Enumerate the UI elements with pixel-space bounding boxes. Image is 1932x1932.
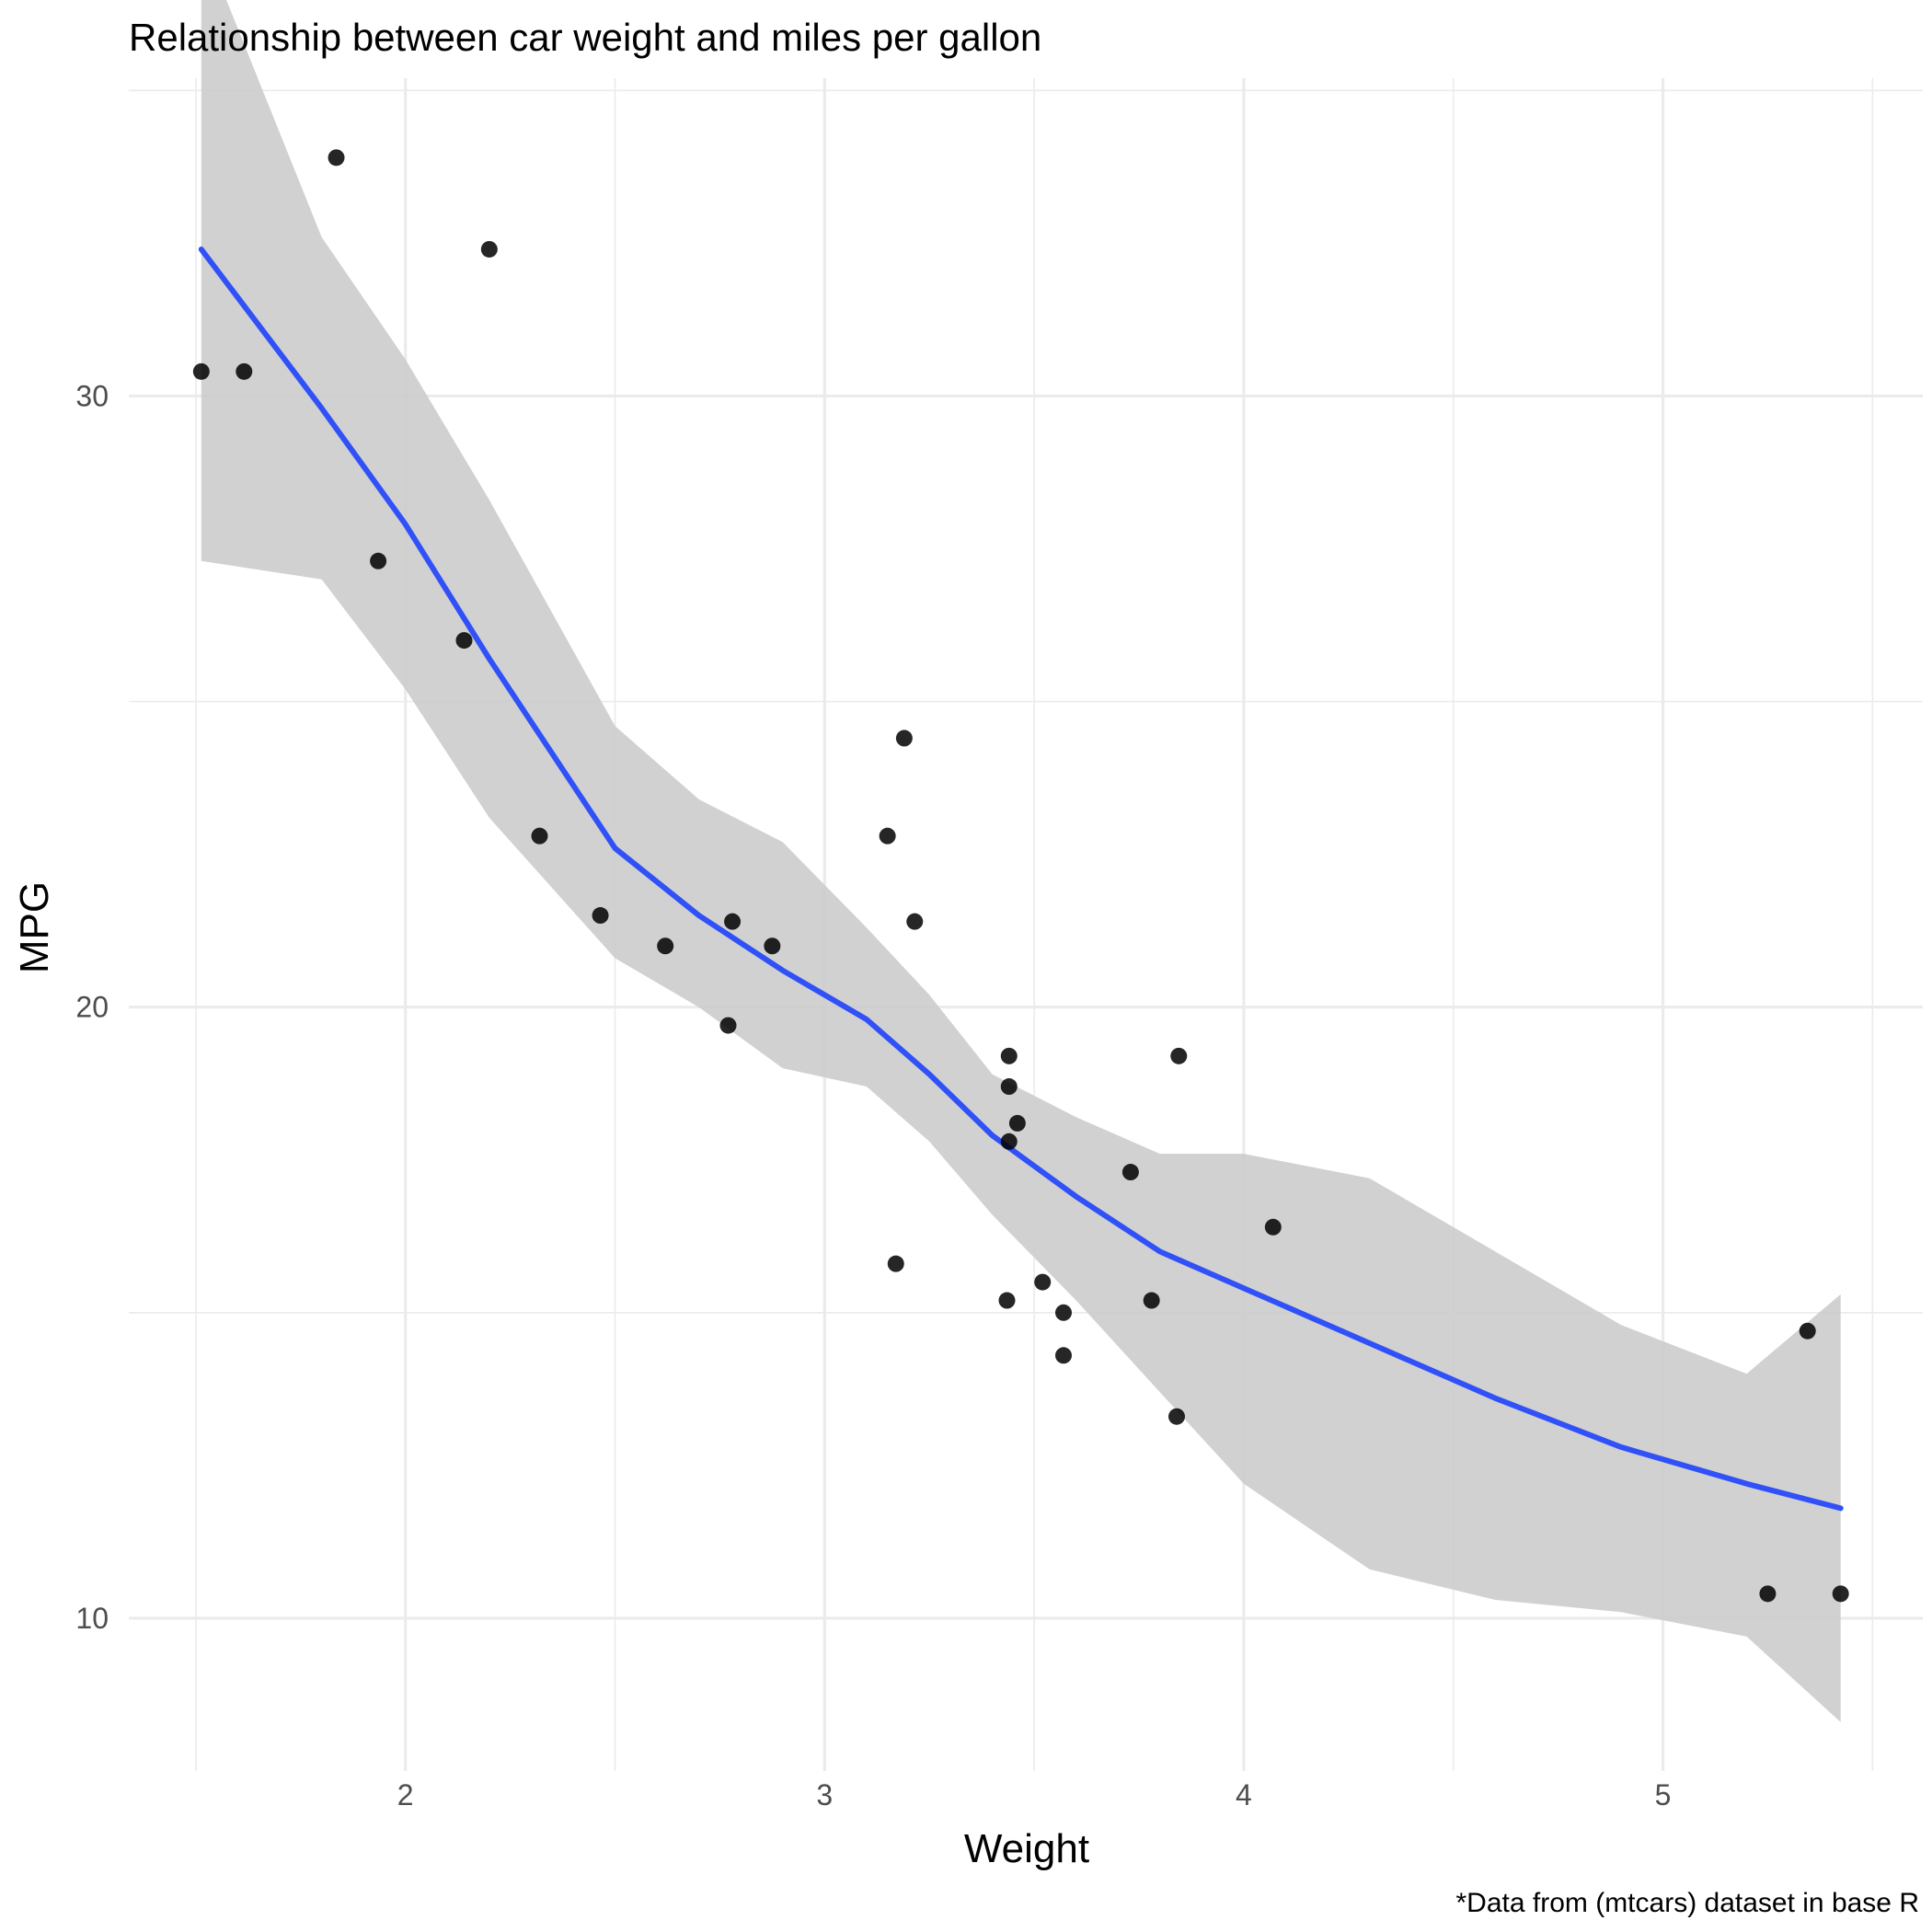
data-point bbox=[1170, 1047, 1188, 1064]
data-point bbox=[1000, 1047, 1018, 1064]
data-point bbox=[657, 937, 674, 955]
data-point bbox=[328, 149, 345, 167]
x-tick-label: 2 bbox=[397, 1778, 414, 1811]
chart-title: Relationship between car weight and mile… bbox=[129, 16, 1041, 59]
data-point bbox=[1008, 1114, 1026, 1132]
y-tick-label: 30 bbox=[75, 379, 109, 412]
data-point bbox=[998, 1292, 1016, 1309]
data-point bbox=[1000, 1133, 1018, 1150]
data-point bbox=[1121, 1164, 1139, 1181]
data-points bbox=[192, 149, 1849, 1603]
data-point bbox=[1168, 1408, 1186, 1425]
data-point bbox=[1143, 1292, 1160, 1309]
y-tick-label: 20 bbox=[75, 991, 109, 1024]
data-point bbox=[370, 552, 387, 569]
x-tick-label: 5 bbox=[1655, 1778, 1672, 1811]
data-point bbox=[1055, 1347, 1073, 1364]
major-gridlines bbox=[129, 78, 1923, 1771]
data-point bbox=[895, 730, 913, 747]
data-point bbox=[480, 240, 498, 258]
chart-caption: *Data from (mtcars) dataset in base R bbox=[1455, 1888, 1919, 1918]
data-point bbox=[1034, 1273, 1052, 1291]
data-point bbox=[236, 362, 253, 380]
y-tick-label: 10 bbox=[75, 1602, 109, 1635]
x-tick-labels: 2 3 4 5 bbox=[397, 1778, 1672, 1811]
data-point bbox=[531, 827, 548, 845]
y-tick-labels: 10 20 30 bbox=[75, 379, 109, 1635]
data-point bbox=[592, 907, 609, 925]
data-point bbox=[764, 937, 781, 955]
x-tick-label: 4 bbox=[1236, 1778, 1252, 1811]
data-point bbox=[1264, 1218, 1282, 1236]
data-point bbox=[1799, 1322, 1816, 1340]
data-point bbox=[906, 913, 924, 930]
smooth-line bbox=[198, 247, 1844, 1512]
y-axis-title: MPG bbox=[12, 881, 57, 973]
data-point bbox=[719, 1017, 737, 1034]
data-point bbox=[887, 1255, 904, 1272]
data-point bbox=[192, 362, 210, 380]
data-point bbox=[455, 632, 473, 650]
data-point bbox=[1832, 1585, 1849, 1603]
data-point bbox=[1000, 1078, 1018, 1096]
data-point bbox=[1055, 1304, 1073, 1321]
data-point bbox=[879, 827, 896, 845]
x-axis-title: Weight bbox=[964, 1826, 1089, 1871]
confidence-band bbox=[201, 0, 1841, 1722]
data-point bbox=[1759, 1585, 1777, 1603]
x-tick-label: 3 bbox=[816, 1778, 833, 1811]
data-point bbox=[724, 913, 742, 930]
